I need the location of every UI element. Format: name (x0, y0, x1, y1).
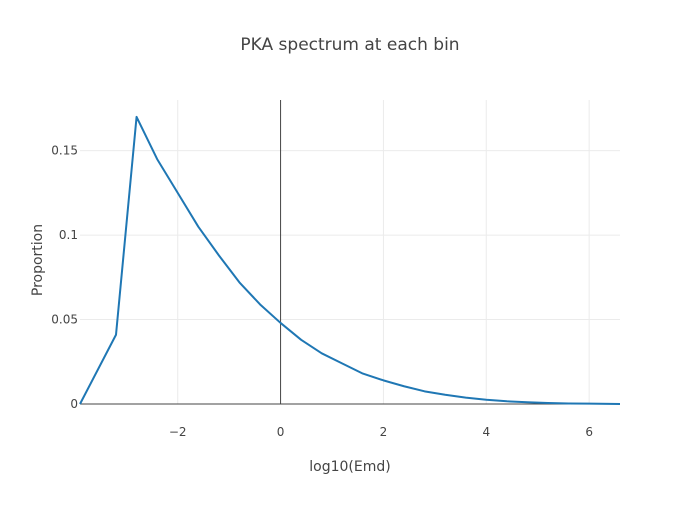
x-axis-ticks: −2 0 2 4 6 (169, 425, 593, 439)
y-tick-label: 0.05 (51, 313, 78, 327)
x-tick-label: 0 (277, 425, 285, 439)
zero-lines (80, 100, 620, 405)
x-tick-label: 6 (585, 425, 593, 439)
x-tick-label: −2 (169, 425, 187, 439)
y-tick-label: 0.15 (51, 144, 78, 158)
y-tick-label: 0 (70, 397, 78, 411)
series-line (79, 115, 621, 405)
chart-title: PKA spectrum at each bin (240, 35, 459, 55)
y-axis-ticks: 0 0.05 0.1 0.15 (51, 144, 78, 411)
y-axis-title: Proportion (30, 224, 46, 296)
grid-lines (80, 100, 620, 404)
series-layer (79, 115, 621, 405)
x-tick-label: 2 (380, 425, 388, 439)
x-tick-label: 4 (482, 425, 490, 439)
y-tick-label: 0.1 (59, 228, 78, 242)
x-axis-title: log10(Emd) (309, 459, 390, 475)
